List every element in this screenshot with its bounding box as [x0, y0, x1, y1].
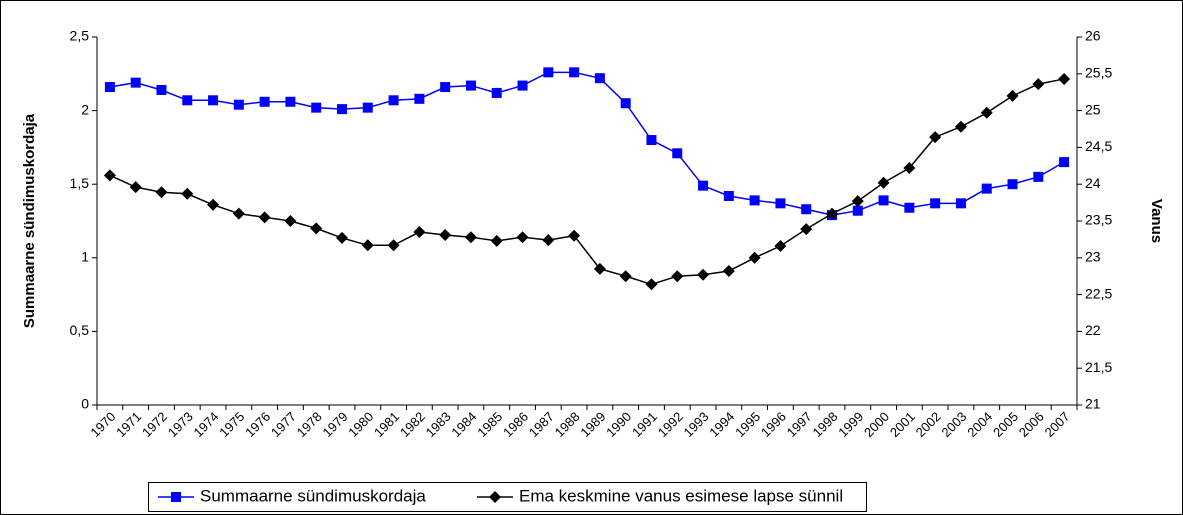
data-point: [310, 222, 323, 235]
data-point: [129, 181, 142, 194]
data-point: [749, 195, 760, 206]
data-point: [594, 73, 605, 84]
data-point: [156, 84, 167, 95]
data-point: [593, 262, 606, 275]
data-point: [311, 102, 322, 113]
data-point: [414, 93, 425, 104]
data-point: [284, 215, 297, 227]
legend-label: Ema keskmine vanus esimese lapse sünnil: [519, 486, 843, 505]
data-point: [233, 99, 244, 110]
data-point: [361, 239, 374, 252]
data-point: [465, 80, 476, 91]
y2-tick-label: 24: [1085, 175, 1101, 191]
data-point: [929, 131, 942, 144]
y-tick-label: 1: [81, 249, 89, 265]
data-point: [672, 148, 683, 159]
data-point: [1006, 89, 1019, 102]
data-point: [723, 190, 734, 201]
data-point: [775, 198, 786, 209]
data-point: [671, 270, 684, 283]
data-point: [1033, 171, 1044, 182]
data-point: [826, 207, 838, 220]
data-point: [1058, 72, 1071, 85]
y2-tick-label: 23,5: [1085, 212, 1112, 228]
y2-tick-label: 25,5: [1085, 65, 1112, 81]
data-point: [207, 198, 220, 211]
data-point: [232, 207, 245, 220]
data-point: [954, 120, 967, 133]
data-point: [1007, 179, 1018, 190]
y-axis-label: Summaarne sündimuskordaja: [21, 113, 38, 328]
y2-tick-label: 25: [1085, 101, 1101, 117]
data-point: [852, 205, 863, 216]
y2-tick-label: 21: [1085, 396, 1101, 412]
data-point: [904, 202, 915, 213]
y2-tick-label: 22: [1085, 322, 1101, 338]
data-point: [645, 278, 658, 291]
y-tick-label: 2,5: [70, 28, 90, 44]
data-point: [517, 80, 528, 91]
data-point: [568, 229, 581, 242]
y2-tick-label: 26: [1085, 28, 1101, 44]
data-point: [103, 169, 116, 182]
data-point: [930, 198, 941, 209]
data-point: [543, 67, 554, 78]
data-point: [620, 98, 631, 109]
data-point: [878, 195, 889, 206]
data-point: [542, 234, 555, 247]
y-tick-label: 0: [81, 396, 89, 412]
y2-tick-label: 21,5: [1085, 359, 1112, 375]
data-point: [181, 187, 194, 200]
legend-label: Summaarne sündimuskordaja: [200, 486, 426, 505]
data-point: [697, 268, 710, 281]
data-point: [800, 223, 813, 236]
data-point: [439, 228, 452, 241]
data-point: [569, 67, 580, 78]
data-point: [259, 96, 270, 107]
y-tick-label: 2: [81, 101, 89, 117]
data-point: [774, 240, 787, 253]
data-point: [208, 95, 219, 106]
data-point: [698, 180, 709, 191]
data-point: [491, 87, 502, 98]
data-point: [851, 195, 864, 208]
data-point: [903, 162, 916, 175]
data-point: [877, 176, 890, 189]
data-point: [440, 82, 451, 93]
y-tick-label: 1,5: [70, 175, 90, 191]
legend-marker: [489, 491, 501, 503]
data-point: [337, 104, 347, 115]
data-point: [1059, 157, 1070, 168]
y2-tick-label: 23: [1085, 249, 1101, 265]
data-point: [464, 231, 477, 244]
y-tick-label: 0,5: [70, 322, 90, 338]
data-point: [748, 251, 761, 264]
data-point: [155, 186, 168, 199]
data-point: [130, 77, 141, 88]
data-point: [388, 95, 399, 106]
y2-tick-label: 24,5: [1085, 138, 1112, 154]
y2-tick-label: 22,5: [1085, 285, 1112, 301]
data-point: [516, 231, 529, 244]
data-point: [413, 226, 426, 239]
data-point: [722, 265, 735, 278]
legend-marker: [171, 492, 181, 502]
data-point: [801, 204, 812, 215]
data-point: [258, 211, 271, 224]
data-point: [285, 96, 296, 107]
data-point: [981, 183, 992, 194]
data-point: [104, 82, 115, 93]
data-point: [387, 239, 400, 252]
data-point: [646, 135, 657, 146]
y2-axis-label: Vanus: [1148, 199, 1165, 243]
data-point: [955, 198, 966, 209]
data-point: [362, 102, 373, 113]
data-point: [182, 95, 193, 106]
data-point: [1032, 78, 1045, 91]
data-point: [336, 231, 348, 244]
data-point: [490, 234, 503, 247]
data-point: [980, 106, 993, 119]
data-point: [619, 270, 632, 283]
